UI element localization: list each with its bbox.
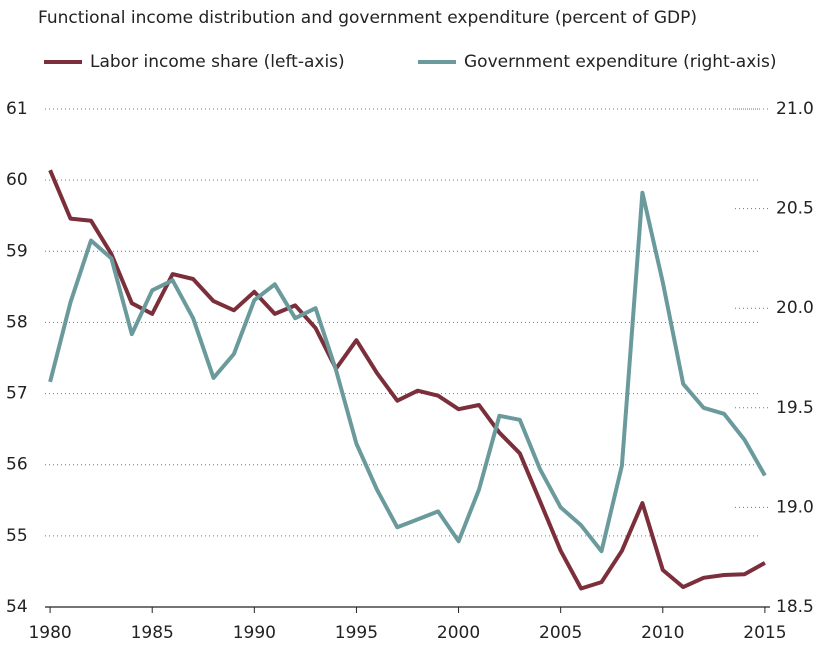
- legend-label: Labor income share (left-axis): [90, 52, 345, 72]
- y2-tick-label: 20.5: [776, 199, 814, 219]
- x-tick-label: 1985: [131, 623, 174, 643]
- y-tick-label: 59: [6, 241, 28, 261]
- y2-tick-label: 18.5: [776, 597, 814, 617]
- y-tick-label: 56: [6, 455, 28, 475]
- chart-title: Functional income distribution and gover…: [38, 8, 697, 28]
- y2-tick-label: 20.0: [776, 298, 814, 318]
- x-tick-label: 2010: [641, 623, 684, 643]
- series-line: [48, 190, 767, 554]
- x-tick-label: 1990: [233, 623, 276, 643]
- x-tick-label: 1995: [335, 623, 378, 643]
- y-tick-label: 55: [6, 526, 28, 546]
- y2-tick-label: 19.0: [776, 497, 814, 517]
- y-tick-label: 60: [6, 170, 28, 190]
- y2-tick-label: 19.5: [776, 398, 814, 418]
- x-tick-label: 2005: [539, 623, 582, 643]
- x-tick-label: 2000: [437, 623, 480, 643]
- x-tick-label: 1980: [28, 623, 71, 643]
- y-tick-label: 61: [6, 99, 28, 119]
- x-tick-label: 2015: [743, 623, 786, 643]
- series-line: [48, 169, 766, 591]
- y-tick-label: 54: [6, 597, 28, 617]
- y2-tick-label: 21.0: [776, 99, 814, 119]
- y-tick-label: 58: [6, 312, 28, 332]
- legend-label: Government expenditure (right-axis): [464, 52, 777, 72]
- y-tick-label: 57: [6, 384, 28, 404]
